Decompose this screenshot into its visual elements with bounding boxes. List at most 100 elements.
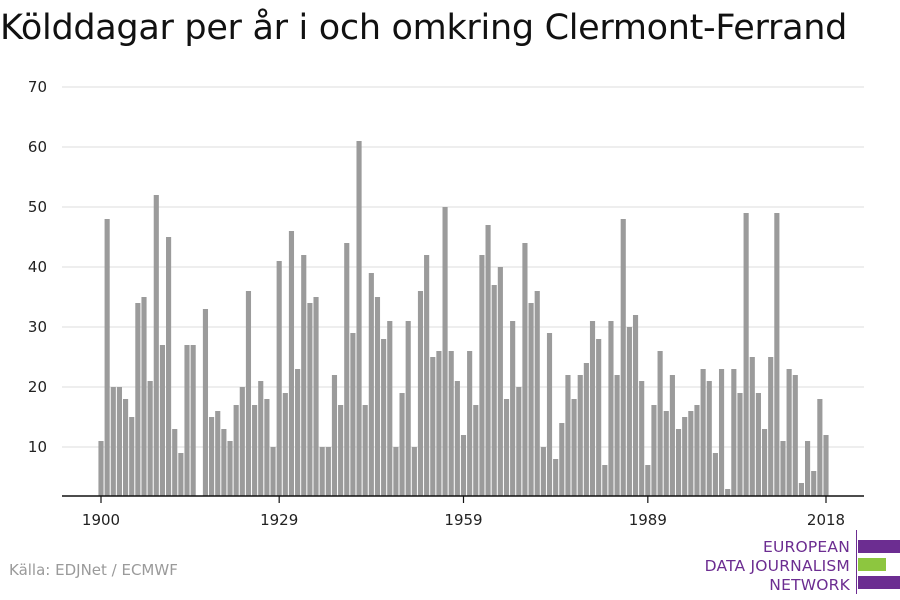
bar-1964 — [491, 285, 497, 496]
bar-2010 — [774, 213, 780, 496]
bar-1939 — [338, 405, 344, 496]
bar-1974 — [553, 459, 559, 496]
bar-2003 — [731, 369, 737, 496]
bar-1991 — [657, 351, 663, 496]
bar-2011 — [780, 441, 786, 496]
bar-1960 — [467, 351, 473, 496]
bar-1918 — [209, 417, 215, 496]
bar-2012 — [786, 369, 792, 496]
bar-1955 — [436, 351, 442, 496]
bar-2002 — [725, 489, 731, 496]
logo-line-2: DATA JOURNALISM — [704, 557, 850, 575]
bar-1917 — [202, 309, 209, 496]
bar-1976 — [565, 375, 571, 496]
bar-1913 — [178, 453, 184, 496]
bar-1931 — [288, 231, 295, 496]
logo-divider — [856, 530, 857, 594]
bar-1920 — [221, 429, 227, 496]
bar-1929 — [276, 261, 282, 496]
bar-1954 — [430, 357, 436, 496]
bar-1951 — [411, 447, 417, 496]
x-tick-label: 2018 — [807, 511, 845, 529]
bar-1946 — [381, 339, 387, 496]
logo-bar-purple-top — [858, 540, 900, 553]
bar-1966 — [503, 399, 510, 496]
bar-1934 — [307, 303, 313, 496]
x-tick-label: 1989 — [629, 511, 667, 529]
bar-1900 — [98, 441, 104, 496]
bar-1937 — [325, 447, 331, 496]
bar-1922 — [233, 405, 239, 496]
bar-1967 — [510, 321, 516, 496]
bar-1968 — [516, 387, 522, 496]
bar-2000 — [712, 453, 718, 496]
bar-1921 — [227, 441, 233, 496]
bar-1912 — [172, 429, 178, 496]
bar-1915 — [190, 345, 196, 496]
bar-1982 — [602, 465, 608, 496]
bar-1985 — [620, 219, 626, 496]
bar-1989 — [645, 465, 651, 496]
bar-1983 — [608, 321, 614, 496]
bar-2017 — [817, 399, 823, 496]
bar-2001 — [718, 369, 725, 496]
bar-1972 — [540, 447, 546, 496]
bar-1969 — [522, 243, 528, 496]
bar-1911 — [166, 237, 172, 496]
y-tick-label: 20 — [28, 378, 47, 396]
bar-1926 — [258, 381, 264, 496]
bar-1924 — [245, 291, 252, 496]
bar-1919 — [215, 411, 221, 496]
bar-1988 — [639, 381, 645, 496]
chart-title: Kölddagar per år i och omkring Clermont-… — [0, 8, 848, 48]
bar-1970 — [528, 303, 534, 496]
bar-1923 — [239, 387, 245, 496]
bar-1986 — [626, 327, 632, 496]
bar-1928 — [270, 447, 276, 496]
y-tick-label: 40 — [28, 258, 47, 276]
bar-1901 — [104, 219, 110, 496]
bar-2008 — [761, 429, 768, 496]
bar-1996 — [688, 411, 694, 496]
bar-1914 — [184, 345, 190, 496]
bar-1927 — [264, 399, 270, 496]
bar-1906 — [135, 303, 141, 496]
y-axis-labels: 10 20 30 40 50 60 70 — [28, 78, 47, 456]
edjnet-logo: EUROPEAN DATA JOURNALISM NETWORK — [700, 530, 900, 594]
bars — [98, 141, 829, 496]
bar-1930 — [282, 393, 288, 496]
bar-1971 — [534, 291, 540, 496]
bar-1933 — [301, 255, 307, 496]
y-tick-label: 10 — [28, 438, 47, 456]
bar-1910 — [159, 345, 166, 496]
bar-1953 — [424, 255, 430, 496]
bar-2016 — [811, 471, 817, 496]
x-axis-ticks: 1900 1929 1959 1989 2018 — [82, 496, 845, 529]
bar-2004 — [737, 393, 743, 496]
bar-1990 — [651, 405, 657, 496]
bar-1958 — [454, 381, 460, 496]
bar-1980 — [589, 321, 596, 496]
y-tick-label: 60 — [28, 138, 47, 156]
bar-1944 — [368, 273, 374, 496]
bar-2015 — [805, 441, 811, 496]
bar-1997 — [694, 405, 700, 496]
bar-1925 — [252, 405, 258, 496]
bar-1987 — [632, 315, 639, 496]
bar-2005 — [743, 213, 749, 496]
y-tick-label: 70 — [28, 78, 47, 96]
bar-2009 — [768, 357, 774, 496]
bar-1907 — [141, 297, 147, 496]
bar-1938 — [331, 375, 338, 496]
bar-1932 — [295, 369, 301, 496]
bar-1979 — [583, 363, 589, 496]
bar-1943 — [362, 405, 368, 496]
logo-line-1: EUROPEAN — [762, 538, 850, 556]
bar-2014 — [798, 483, 804, 496]
bar-1998 — [700, 369, 706, 496]
bar-1963 — [485, 225, 491, 496]
bar-2006 — [749, 357, 755, 496]
bar-1999 — [706, 381, 712, 496]
bar-2013 — [792, 375, 798, 496]
